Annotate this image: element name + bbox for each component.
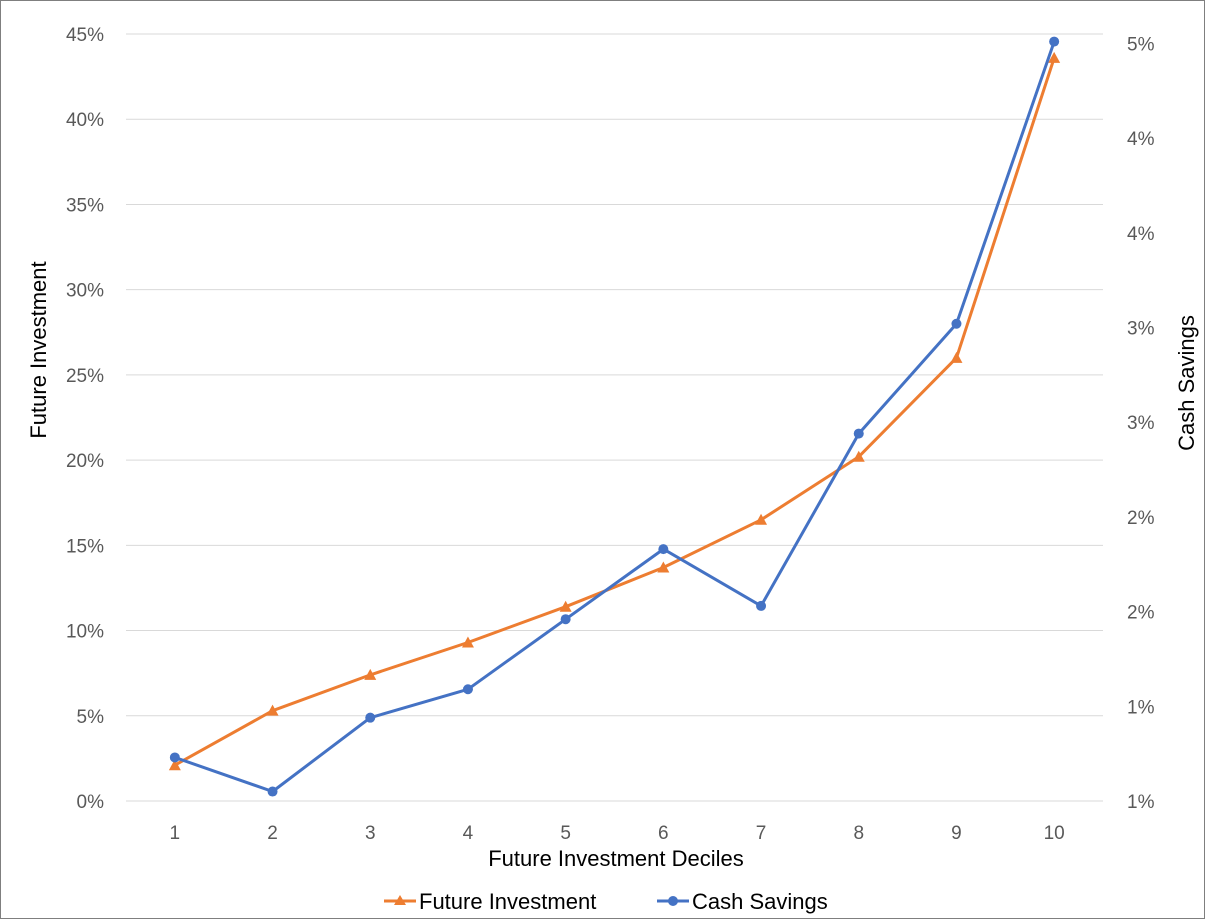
legend-marker-triangle-icon: [394, 895, 406, 905]
data-point: [1048, 51, 1061, 63]
y2-tick-label: 5%: [1127, 34, 1155, 55]
y2-tick-label: 2%: [1127, 508, 1155, 529]
data-point: [168, 759, 181, 771]
y-tick-label: 25%: [66, 366, 104, 387]
data-point: [365, 712, 376, 723]
data-point: [1049, 36, 1060, 47]
x-tick-label: 8: [853, 823, 864, 844]
y-tick-label: 30%: [66, 281, 104, 302]
legend: Future Investment Cash Savings: [384, 889, 828, 914]
y-tick-label: 15%: [66, 536, 104, 557]
y2-tick-label: 3%: [1127, 319, 1155, 340]
data-point: [852, 450, 865, 462]
data-point: [169, 752, 180, 763]
y2-axis-ticks: 1% 1% 2% 2% 3% 3% 4% 4% 5%: [1127, 34, 1155, 813]
y2-tick-label: 3%: [1127, 413, 1155, 434]
x-tick-label: 5: [560, 823, 571, 844]
y-tick-label: 40%: [66, 110, 104, 131]
x-tick-label: 9: [951, 823, 962, 844]
legend-label-cash-savings: Cash Savings: [692, 889, 828, 914]
data-point: [755, 513, 768, 525]
y2-tick-label: 1%: [1127, 697, 1155, 718]
data-point: [266, 704, 279, 716]
data-point: [658, 544, 669, 555]
data-point: [853, 428, 864, 439]
data-point: [951, 318, 962, 329]
y-tick-label: 5%: [77, 707, 105, 728]
gridlines: [126, 33, 1103, 802]
y2-tick-label: 2%: [1127, 603, 1155, 624]
y-tick-label: 0%: [77, 792, 105, 813]
x-tick-label: 1: [170, 823, 181, 844]
x-tick-label: 10: [1044, 823, 1065, 844]
series-line: [174, 57, 1056, 767]
y-tick-label: 20%: [66, 451, 104, 472]
legend-item-future-investment: Future Investment: [384, 889, 596, 914]
y2-tick-label: 4%: [1127, 129, 1155, 150]
series-future-investment: [168, 51, 1061, 771]
x-axis-title: Future Investment Deciles: [488, 846, 744, 871]
legend-label-future-investment: Future Investment: [419, 889, 596, 914]
x-tick-label: 4: [463, 823, 474, 844]
legend-item-cash-savings: Cash Savings: [657, 889, 828, 914]
x-axis-ticks: 1 2 3 4 5 6 7 8 9 10: [170, 823, 1065, 844]
y-tick-label: 45%: [66, 25, 104, 46]
data-point: [267, 786, 278, 797]
y2-axis-title: Cash Savings: [1174, 315, 1199, 451]
data-point: [462, 684, 473, 695]
data-point: [364, 668, 377, 680]
x-tick-label: 3: [365, 823, 376, 844]
data-point: [756, 600, 767, 611]
legend-marker-circle-icon: [668, 896, 678, 906]
x-tick-label: 2: [267, 823, 278, 844]
y-tick-label: 35%: [66, 195, 104, 216]
series-layer: [168, 36, 1061, 797]
series-line: [174, 41, 1056, 793]
y-tick-label: 10%: [66, 622, 104, 643]
data-point: [560, 614, 571, 625]
data-point: [950, 351, 963, 363]
series-cash-savings: [169, 36, 1060, 797]
data-point: [461, 636, 474, 648]
x-tick-label: 7: [756, 823, 767, 844]
y-axis-ticks: 0% 5% 10% 15% 20% 25% 30% 35% 40% 45%: [66, 25, 104, 813]
y-axis-title: Future Investment: [26, 261, 51, 438]
x-tick-label: 6: [658, 823, 669, 844]
y2-tick-label: 4%: [1127, 224, 1155, 245]
data-point: [559, 600, 572, 612]
y2-tick-label: 1%: [1127, 792, 1155, 813]
data-point: [657, 561, 670, 573]
